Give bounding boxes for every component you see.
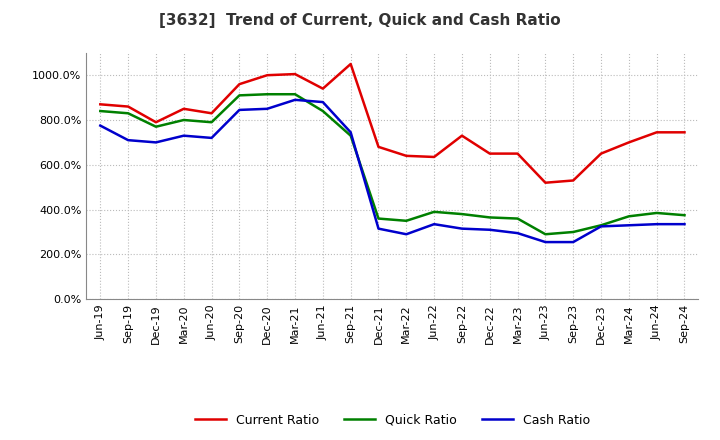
Cash Ratio: [597, 224, 606, 229]
Current Ratio: [513, 151, 522, 156]
Cash Ratio: [652, 221, 661, 227]
Current Ratio: [152, 120, 161, 125]
Cash Ratio: [235, 107, 243, 113]
Current Ratio: [179, 106, 188, 111]
Current Ratio: [680, 130, 689, 135]
Quick Ratio: [318, 108, 327, 114]
Current Ratio: [624, 140, 633, 145]
Current Ratio: [235, 81, 243, 87]
Quick Ratio: [680, 213, 689, 218]
Quick Ratio: [179, 117, 188, 123]
Current Ratio: [263, 73, 271, 78]
Cash Ratio: [152, 140, 161, 145]
Cash Ratio: [179, 133, 188, 138]
Legend: Current Ratio, Quick Ratio, Cash Ratio: Current Ratio, Quick Ratio, Cash Ratio: [189, 409, 595, 432]
Quick Ratio: [124, 110, 132, 116]
Current Ratio: [402, 153, 410, 158]
Cash Ratio: [430, 221, 438, 227]
Cash Ratio: [374, 226, 383, 231]
Current Ratio: [96, 102, 104, 107]
Quick Ratio: [430, 209, 438, 214]
Quick Ratio: [152, 124, 161, 129]
Quick Ratio: [374, 216, 383, 221]
Cash Ratio: [346, 130, 355, 135]
Cash Ratio: [624, 223, 633, 228]
Quick Ratio: [458, 212, 467, 217]
Quick Ratio: [624, 214, 633, 219]
Current Ratio: [346, 61, 355, 66]
Quick Ratio: [652, 210, 661, 216]
Cash Ratio: [569, 239, 577, 245]
Current Ratio: [485, 151, 494, 156]
Current Ratio: [374, 144, 383, 150]
Cash Ratio: [291, 97, 300, 103]
Cash Ratio: [124, 138, 132, 143]
Quick Ratio: [235, 93, 243, 98]
Line: Current Ratio: Current Ratio: [100, 64, 685, 183]
Cash Ratio: [96, 123, 104, 128]
Current Ratio: [569, 178, 577, 183]
Cash Ratio: [318, 99, 327, 105]
Current Ratio: [207, 110, 216, 116]
Quick Ratio: [485, 215, 494, 220]
Quick Ratio: [207, 120, 216, 125]
Current Ratio: [652, 130, 661, 135]
Text: [3632]  Trend of Current, Quick and Cash Ratio: [3632] Trend of Current, Quick and Cash …: [159, 13, 561, 28]
Current Ratio: [318, 86, 327, 91]
Quick Ratio: [569, 229, 577, 235]
Quick Ratio: [513, 216, 522, 221]
Cash Ratio: [513, 231, 522, 236]
Cash Ratio: [458, 226, 467, 231]
Current Ratio: [124, 104, 132, 109]
Line: Cash Ratio: Cash Ratio: [100, 100, 685, 242]
Cash Ratio: [680, 221, 689, 227]
Quick Ratio: [346, 133, 355, 138]
Quick Ratio: [291, 92, 300, 97]
Cash Ratio: [541, 239, 550, 245]
Current Ratio: [597, 151, 606, 156]
Cash Ratio: [485, 227, 494, 232]
Cash Ratio: [402, 231, 410, 237]
Quick Ratio: [402, 218, 410, 224]
Line: Quick Ratio: Quick Ratio: [100, 94, 685, 234]
Cash Ratio: [207, 135, 216, 140]
Quick Ratio: [263, 92, 271, 97]
Current Ratio: [541, 180, 550, 185]
Cash Ratio: [263, 106, 271, 111]
Current Ratio: [291, 71, 300, 77]
Quick Ratio: [597, 223, 606, 228]
Quick Ratio: [541, 231, 550, 237]
Quick Ratio: [96, 108, 104, 114]
Current Ratio: [458, 133, 467, 138]
Current Ratio: [430, 154, 438, 160]
